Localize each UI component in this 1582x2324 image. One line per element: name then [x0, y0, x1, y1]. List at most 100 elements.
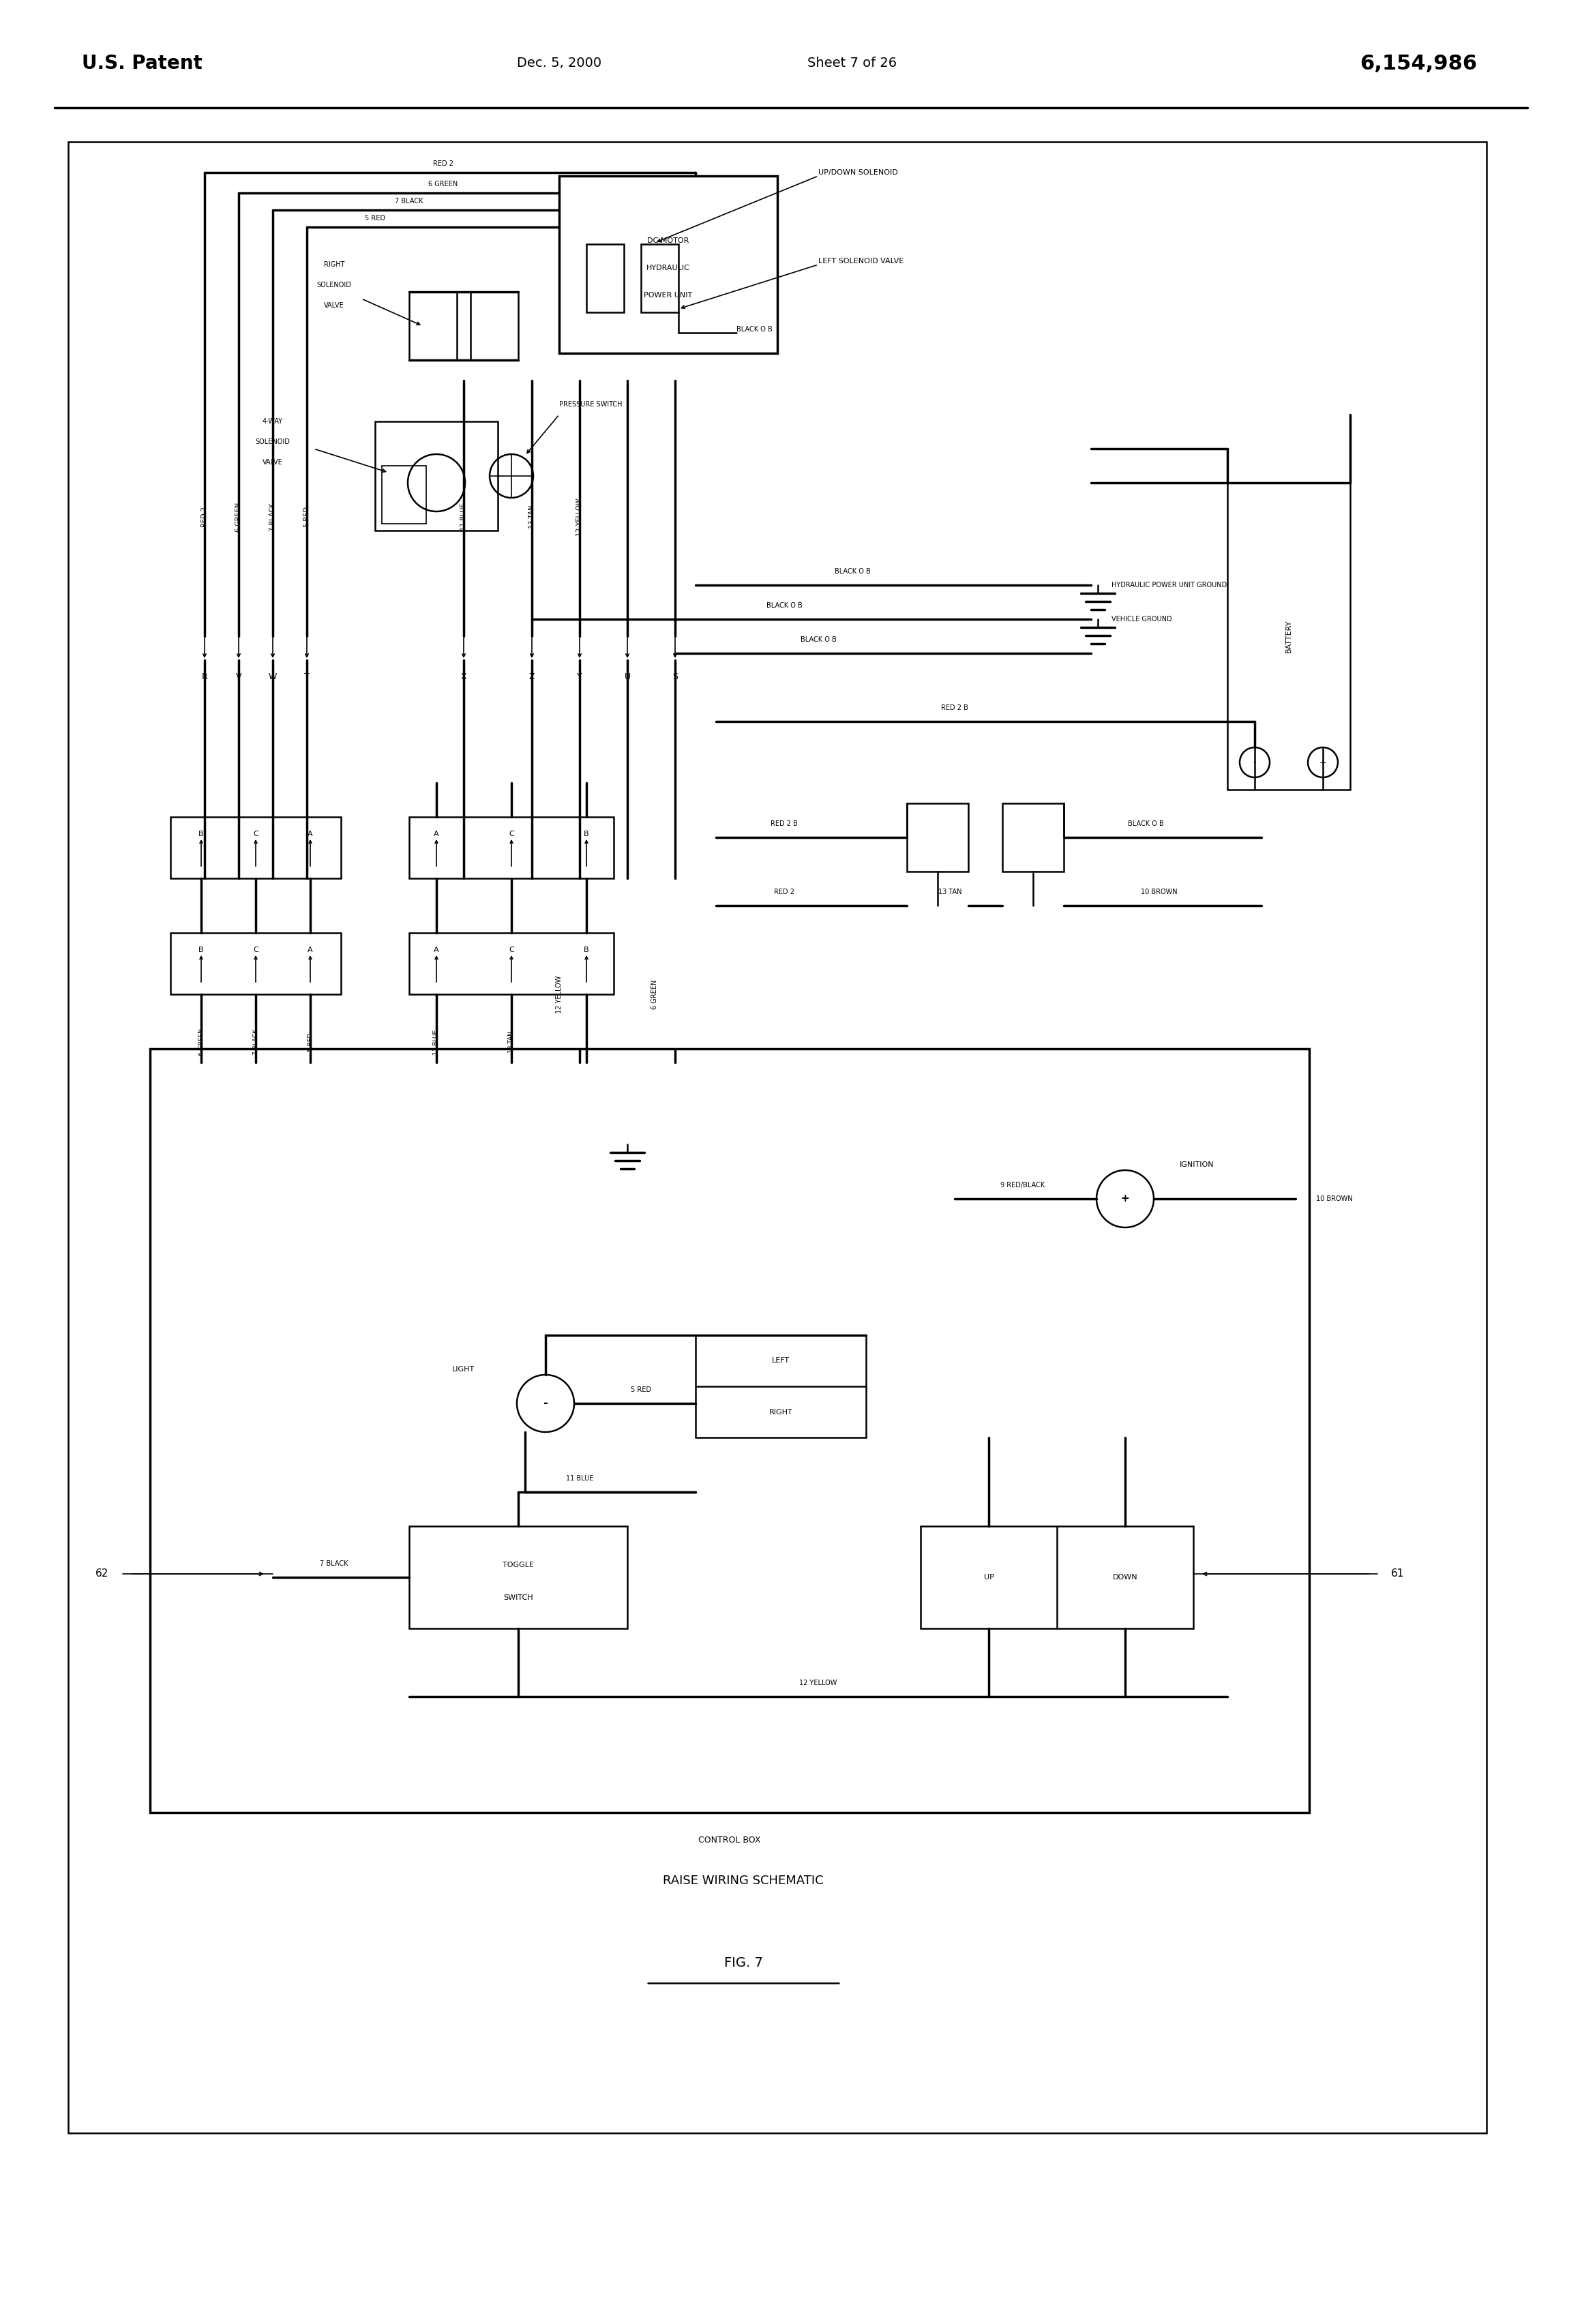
- Text: A: A: [307, 830, 313, 837]
- Text: LIGHT: LIGHT: [452, 1367, 475, 1373]
- Text: C: C: [509, 946, 514, 953]
- Bar: [410, 818, 614, 878]
- Bar: [1228, 483, 1349, 790]
- Text: 5 RED: 5 RED: [307, 1032, 313, 1050]
- Text: 10 BROWN: 10 BROWN: [1141, 888, 1177, 895]
- Bar: [171, 818, 342, 878]
- Text: PRESSURE SWITCH: PRESSURE SWITCH: [558, 402, 622, 407]
- Text: BLACK O B: BLACK O B: [834, 567, 870, 574]
- Text: 5 RED: 5 RED: [304, 507, 310, 528]
- Text: POWER UNIT: POWER UNIT: [644, 293, 693, 300]
- Text: U: U: [625, 672, 631, 681]
- Text: 6,154,986: 6,154,986: [1359, 53, 1478, 74]
- Text: 5 RED: 5 RED: [365, 214, 386, 221]
- Text: R: R: [201, 672, 207, 681]
- Text: C: C: [509, 830, 514, 837]
- Text: 9 RED/BLACK: 9 RED/BLACK: [1000, 1183, 1046, 1188]
- Bar: [410, 1527, 628, 1629]
- Text: 12 YELLOW: 12 YELLOW: [576, 497, 584, 537]
- Text: 10 BROWN: 10 BROWN: [1316, 1195, 1353, 1202]
- Text: S: S: [672, 672, 677, 681]
- Bar: [906, 804, 968, 872]
- Text: BLACK O B: BLACK O B: [766, 602, 802, 609]
- Text: 5 RED: 5 RED: [631, 1387, 652, 1392]
- Text: 13 TAN: 13 TAN: [528, 504, 535, 528]
- Text: A: A: [433, 830, 440, 837]
- Text: C: C: [253, 946, 258, 953]
- Text: A: A: [433, 946, 440, 953]
- Text: U.S. Patent: U.S. Patent: [82, 53, 202, 72]
- Text: BLACK O B: BLACK O B: [800, 637, 837, 644]
- Bar: [696, 1336, 865, 1439]
- Bar: [410, 932, 614, 995]
- Text: X: X: [460, 672, 467, 681]
- Text: 7 BLACK: 7 BLACK: [395, 198, 424, 205]
- Text: B: B: [199, 946, 204, 953]
- Text: SOLENOID: SOLENOID: [316, 281, 351, 288]
- Text: VALVE: VALVE: [324, 302, 345, 309]
- Text: RED 2: RED 2: [774, 888, 794, 895]
- Bar: [641, 244, 679, 311]
- Text: A: A: [307, 946, 313, 953]
- Text: 7 BLACK: 7 BLACK: [320, 1559, 348, 1566]
- Text: SWITCH: SWITCH: [503, 1594, 533, 1601]
- Bar: [587, 244, 623, 311]
- Text: RED 2 B: RED 2 B: [770, 820, 797, 827]
- Text: B: B: [199, 830, 204, 837]
- Text: CONTROL BOX: CONTROL BOX: [698, 1836, 761, 1845]
- Text: RIGHT: RIGHT: [324, 260, 345, 267]
- Bar: [470, 293, 519, 360]
- Text: IGNITION: IGNITION: [1180, 1162, 1215, 1169]
- Text: HYDRAULIC POWER UNIT GROUND: HYDRAULIC POWER UNIT GROUND: [1112, 581, 1228, 588]
- Text: 6 GREEN: 6 GREEN: [652, 978, 658, 1009]
- Text: V: V: [236, 672, 242, 681]
- Text: Dec. 5, 2000: Dec. 5, 2000: [517, 58, 601, 70]
- Text: DOWN: DOWN: [1112, 1573, 1137, 1580]
- Text: Sheet 7 of 26: Sheet 7 of 26: [808, 58, 897, 70]
- Text: 7 BLACK: 7 BLACK: [253, 1030, 259, 1055]
- Text: 11 BLUE: 11 BLUE: [566, 1476, 593, 1483]
- Text: B: B: [584, 946, 589, 953]
- Bar: [171, 932, 342, 995]
- Text: VALVE: VALVE: [263, 458, 283, 465]
- Text: 6 GREEN: 6 GREEN: [198, 1030, 204, 1055]
- Text: 11 BLUE: 11 BLUE: [460, 502, 467, 530]
- Text: 6 GREEN: 6 GREEN: [429, 181, 457, 188]
- Bar: [375, 421, 498, 530]
- Bar: [68, 142, 1487, 2133]
- Text: BLACK O B: BLACK O B: [1128, 820, 1164, 827]
- Text: 6 GREEN: 6 GREEN: [236, 502, 242, 532]
- Text: RED 2 B: RED 2 B: [941, 704, 968, 711]
- Text: RIGHT: RIGHT: [769, 1408, 793, 1415]
- Bar: [410, 293, 457, 360]
- Bar: [1003, 804, 1063, 872]
- Bar: [921, 1527, 1193, 1629]
- Text: 61: 61: [1391, 1569, 1405, 1578]
- Text: UP/DOWN SOLENOID: UP/DOWN SOLENOID: [818, 170, 899, 177]
- Text: UP: UP: [984, 1573, 993, 1580]
- Text: RAISE WIRING SCHEMATIC: RAISE WIRING SCHEMATIC: [663, 1875, 824, 1887]
- Text: C: C: [253, 830, 258, 837]
- Text: BATTERY: BATTERY: [1285, 621, 1292, 653]
- Bar: [558, 177, 777, 353]
- Text: TOGGLE: TOGGLE: [503, 1562, 535, 1569]
- Text: 4-WAY: 4-WAY: [263, 418, 283, 425]
- Text: 11 BLUE: 11 BLUE: [433, 1030, 440, 1055]
- Text: BLACK O B: BLACK O B: [737, 325, 772, 332]
- Text: VEHICLE GROUND: VEHICLE GROUND: [1112, 616, 1172, 623]
- Text: 12 YELLOW: 12 YELLOW: [555, 976, 563, 1013]
- Text: HYDRAULIC: HYDRAULIC: [647, 265, 690, 272]
- Text: 62: 62: [95, 1569, 109, 1578]
- Text: SOLENOID: SOLENOID: [255, 439, 290, 446]
- Text: LEFT: LEFT: [772, 1357, 789, 1364]
- Text: 13 TAN: 13 TAN: [938, 888, 962, 895]
- Text: RED 2: RED 2: [201, 507, 207, 528]
- Text: +: +: [1319, 758, 1326, 767]
- Text: 12 YELLOW: 12 YELLOW: [799, 1680, 837, 1687]
- Text: RED 2: RED 2: [433, 160, 454, 167]
- Text: Y: Y: [577, 672, 582, 681]
- Text: W: W: [269, 672, 277, 681]
- Text: FIG. 7: FIG. 7: [725, 1957, 763, 1968]
- Text: 7 BLACK: 7 BLACK: [269, 502, 277, 532]
- Text: B: B: [584, 830, 589, 837]
